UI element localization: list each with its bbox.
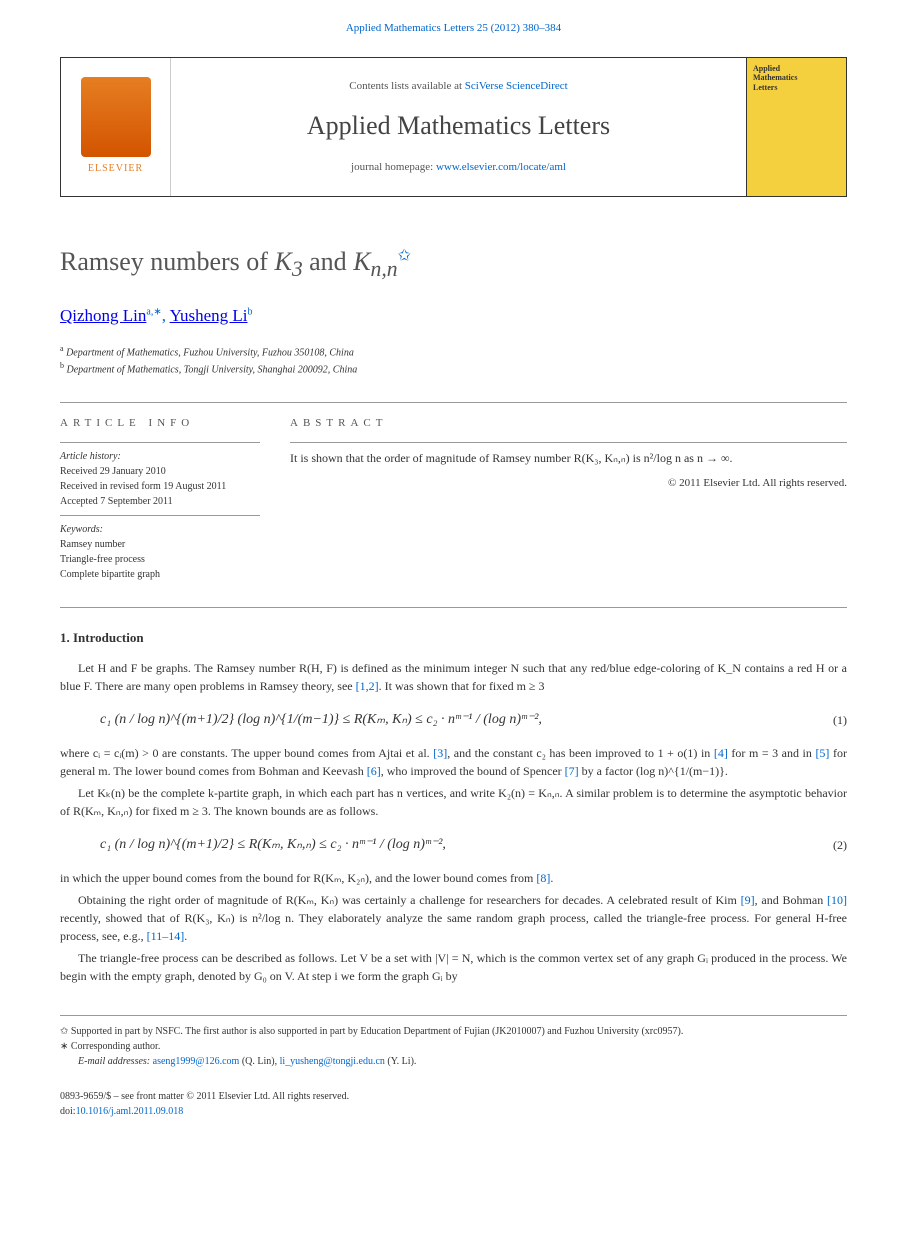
divider bbox=[60, 515, 260, 516]
ref-11-14[interactable]: [11–14] bbox=[147, 929, 185, 943]
divider bbox=[60, 607, 847, 608]
equation-1-num: (1) bbox=[817, 711, 847, 729]
cover-line3: Letters bbox=[753, 83, 840, 93]
doi-link[interactable]: 10.1016/j.aml.2011.09.018 bbox=[76, 1106, 184, 1117]
footnotes: ✩ Supported in part by NSFC. The first a… bbox=[60, 1015, 847, 1069]
divider bbox=[290, 442, 847, 443]
author-1-sup: a,∗ bbox=[146, 307, 161, 318]
affiliation-a: Department of Mathematics, Fuzhou Univer… bbox=[66, 347, 354, 358]
title-prefix: Ramsey numbers of bbox=[60, 247, 274, 276]
issn-line: 0893-9659/$ – see front matter © 2011 El… bbox=[60, 1089, 847, 1104]
cover-line2: Mathematics bbox=[753, 73, 840, 83]
ref-6[interactable]: [6] bbox=[367, 764, 381, 778]
divider bbox=[60, 442, 260, 443]
keyword-3: Complete bipartite graph bbox=[60, 567, 260, 582]
footnote-corresponding-icon: ∗ bbox=[60, 1041, 68, 1052]
author-1[interactable]: Qizhong Lin bbox=[60, 306, 146, 325]
ref-4[interactable]: [4] bbox=[714, 746, 728, 760]
para-5: Obtaining the right order of magnitude o… bbox=[60, 891, 847, 945]
doi-label: doi: bbox=[60, 1106, 76, 1117]
ref-9[interactable]: [9] bbox=[741, 893, 755, 907]
ref-5[interactable]: [5] bbox=[815, 746, 829, 760]
footnote-support: Supported in part by NSFC. The first aut… bbox=[71, 1026, 684, 1037]
info-abstract-row: ARTICLE INFO Article history: Received 2… bbox=[60, 415, 847, 582]
article-info: ARTICLE INFO Article history: Received 2… bbox=[60, 415, 260, 582]
section-1-heading: 1. Introduction bbox=[60, 628, 847, 648]
journal-cover: Applied Mathematics Letters bbox=[746, 58, 846, 196]
journal-banner: ELSEVIER Contents lists available at Sci… bbox=[60, 57, 847, 197]
divider bbox=[60, 402, 847, 403]
footnote-star-icon: ✩ bbox=[60, 1026, 68, 1037]
revised-date: Received in revised form 19 August 2011 bbox=[60, 479, 260, 494]
accepted-date: Accepted 7 September 2011 bbox=[60, 494, 260, 509]
footnote-corresponding: Corresponding author. bbox=[71, 1041, 160, 1052]
email-2[interactable]: li_yusheng@tongji.edu.cn bbox=[280, 1056, 385, 1067]
footer: 0893-9659/$ – see front matter © 2011 El… bbox=[60, 1089, 847, 1119]
equation-2-num: (2) bbox=[817, 836, 847, 854]
elsevier-tree-icon bbox=[81, 77, 151, 157]
contents-prefix: Contents lists available at bbox=[349, 80, 464, 92]
para-4: in which the upper bound comes from the … bbox=[60, 869, 847, 887]
para-1: Let H and F be graphs. The Ramsey number… bbox=[60, 659, 847, 695]
sciencedirect-link[interactable]: SciVerse ScienceDirect bbox=[465, 80, 568, 92]
author-2-sup: b bbox=[248, 307, 253, 318]
email-label: E-mail addresses: bbox=[78, 1056, 153, 1067]
para-3: Let Kₖ(n) be the complete k-partite grap… bbox=[60, 784, 847, 820]
affiliations: a Department of Mathematics, Fuzhou Univ… bbox=[60, 343, 847, 378]
keywords-label: Keywords: bbox=[60, 522, 260, 537]
ref-3[interactable]: [3] bbox=[433, 746, 447, 760]
homepage-link[interactable]: www.elsevier.com/locate/aml bbox=[436, 161, 566, 173]
history-label: Article history: bbox=[60, 449, 260, 464]
article-info-heading: ARTICLE INFO bbox=[60, 415, 260, 432]
para-6: The triangle-free process can be describ… bbox=[60, 949, 847, 985]
author-2[interactable]: Yusheng Li bbox=[170, 306, 248, 325]
elsevier-label: ELSEVIER bbox=[88, 161, 143, 176]
equation-1-body: c₁ (n / log n)^{(m+1)/2} (log n)^{1/(m−1… bbox=[100, 709, 817, 730]
abstract-text: It is shown that the order of magnitude … bbox=[290, 449, 847, 467]
email-2-name: (Y. Li). bbox=[385, 1056, 416, 1067]
author-sep: , bbox=[162, 306, 170, 325]
equation-1: c₁ (n / log n)^{(m+1)/2} (log n)^{1/(m−1… bbox=[60, 709, 847, 730]
banner-center: Contents lists available at SciVerse Sci… bbox=[171, 58, 746, 196]
ref-8[interactable]: [8] bbox=[536, 871, 550, 885]
journal-name: Applied Mathematics Letters bbox=[307, 106, 610, 145]
title-star-icon: ✩ bbox=[398, 247, 411, 264]
para-2: where cᵢ = cᵢ(m) > 0 are constants. The … bbox=[60, 744, 847, 780]
email-1-name: (Q. Lin), bbox=[239, 1056, 279, 1067]
keyword-1: Ramsey number bbox=[60, 537, 260, 552]
elsevier-logo: ELSEVIER bbox=[61, 58, 171, 196]
ref-10[interactable]: [10] bbox=[827, 893, 847, 907]
homepage-line: journal homepage: www.elsevier.com/locat… bbox=[351, 159, 566, 176]
email-1[interactable]: aseng1999@126.com bbox=[153, 1056, 240, 1067]
equation-2: c₁ (n / log n)^{(m+1)/2} ≤ R(Kₘ, Kₙ,ₙ) ≤… bbox=[60, 834, 847, 855]
page-citation: Applied Mathematics Letters 25 (2012) 38… bbox=[60, 20, 847, 37]
keyword-2: Triangle-free process bbox=[60, 552, 260, 567]
ref-1-2[interactable]: [1,2] bbox=[356, 679, 379, 693]
title-and: and bbox=[303, 247, 354, 276]
authors: Qizhong Lina,∗, Yusheng Lib bbox=[60, 303, 847, 329]
abstract: ABSTRACT It is shown that the order of m… bbox=[290, 415, 847, 582]
contents-line: Contents lists available at SciVerse Sci… bbox=[349, 78, 567, 95]
affiliation-b: Department of Mathematics, Tongji Univer… bbox=[67, 364, 358, 375]
homepage-prefix: journal homepage: bbox=[351, 161, 436, 173]
title-knn: Kn,n bbox=[353, 247, 397, 276]
title-k3: K3 bbox=[274, 247, 302, 276]
abstract-copyright: © 2011 Elsevier Ltd. All rights reserved… bbox=[290, 475, 847, 492]
received-date: Received 29 January 2010 bbox=[60, 464, 260, 479]
article-title: Ramsey numbers of K3 and Kn,n✩ bbox=[60, 242, 847, 286]
abstract-heading: ABSTRACT bbox=[290, 415, 847, 432]
ref-7[interactable]: [7] bbox=[565, 764, 579, 778]
cover-line1: Applied bbox=[753, 64, 840, 74]
equation-2-body: c₁ (n / log n)^{(m+1)/2} ≤ R(Kₘ, Kₙ,ₙ) ≤… bbox=[100, 834, 817, 855]
